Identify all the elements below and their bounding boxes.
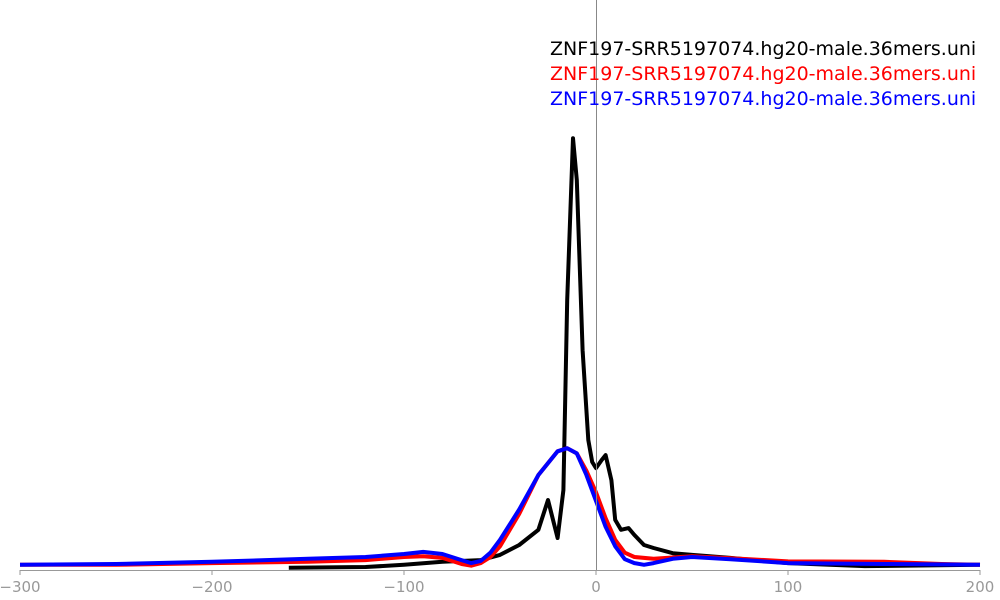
series-line-2 [19,446,981,567]
series-line-0 [288,136,981,570]
legend-entry-blue: ZNF197-SRR5197074.hg20-male.36mers.uni [550,88,976,110]
x-tick-label: 0 [591,578,601,596]
legend-entry-black: ZNF197-SRR5197074.hg20-male.36mers.uni [550,38,976,60]
x-tick-label: 100 [774,578,803,596]
legend: ZNF197-SRR5197074.hg20-male.36mers.uni Z… [550,38,976,110]
x-tick-label: −100 [383,578,424,596]
x-axis-ticks: −300 −200 −100 0 100 200 [0,570,994,596]
x-tick-label: −200 [191,578,232,596]
x-tick-label: −300 [0,578,41,596]
legend-entry-red: ZNF197-SRR5197074.hg20-male.36mers.uni [550,63,976,85]
series-lines [19,136,981,570]
x-tick-label: 200 [966,578,995,596]
series-line-1 [20,446,981,568]
